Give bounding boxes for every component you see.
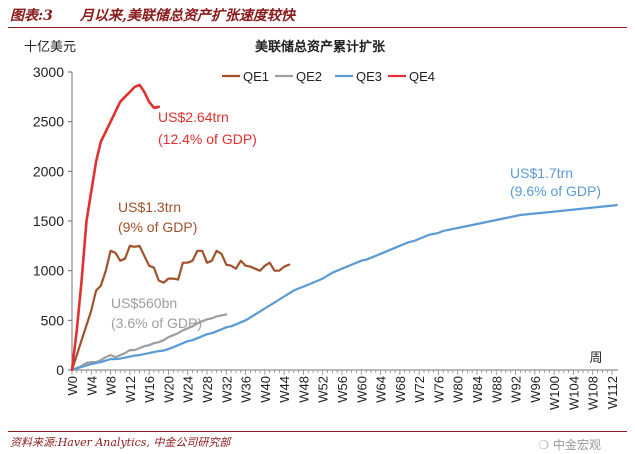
y-tick-label: 3000 bbox=[33, 64, 64, 80]
x-tick-label: W88 bbox=[489, 376, 504, 403]
legend-label-qe2: QE2 bbox=[296, 69, 322, 84]
x-tick-label: W68 bbox=[393, 376, 408, 403]
annotation-qe2-line-2: (3.6% of GDP) bbox=[111, 315, 202, 331]
series-line-qe2 bbox=[70, 313, 228, 372]
x-tick-label: W4 bbox=[84, 376, 99, 396]
watermark: ❍ 中金宏观 bbox=[538, 436, 601, 453]
x-tick-label: W56 bbox=[335, 376, 350, 403]
x-tick-label: W104 bbox=[566, 376, 581, 410]
x-tick-label: W92 bbox=[509, 376, 524, 403]
x-tick-label: W40 bbox=[258, 376, 273, 403]
x-tick-label: W84 bbox=[470, 376, 485, 403]
figure-label: 图表:3 bbox=[10, 8, 53, 24]
x-tick-label: W60 bbox=[354, 376, 369, 403]
series-line-qe1 bbox=[70, 244, 291, 372]
y-axis-label: 十亿美元 bbox=[24, 39, 76, 54]
chart-title: 美联储总资产累计扩张 bbox=[255, 39, 386, 55]
x-tick-label: W32 bbox=[219, 376, 234, 403]
x-tick-label: W96 bbox=[528, 376, 543, 403]
x-tick-label: W108 bbox=[586, 376, 601, 410]
x-tick-label: W28 bbox=[200, 376, 215, 403]
x-tick-label: W12 bbox=[123, 376, 138, 403]
annotation-qe4-line-1: US$2.64trn bbox=[158, 109, 229, 125]
x-tick-label: W64 bbox=[374, 376, 389, 403]
x-tick-label: W0 bbox=[65, 376, 80, 396]
annotation-qe3-line-1: US$1.7trn bbox=[510, 165, 573, 181]
x-tick-label: W16 bbox=[142, 376, 157, 403]
legend-label-qe3: QE3 bbox=[356, 69, 382, 84]
x-tick-label: W112 bbox=[605, 376, 620, 409]
x-tick-label: W8 bbox=[104, 376, 119, 396]
y-tick-label: 1000 bbox=[33, 263, 64, 279]
x-tick-label: W20 bbox=[161, 376, 176, 403]
x-tick-label: W72 bbox=[412, 376, 427, 403]
figure-header: 图表:3 月以来,美联储总资产扩张速度较快 bbox=[8, 3, 627, 28]
x-tick-label: W80 bbox=[451, 376, 466, 403]
x-tick-label: W76 bbox=[431, 376, 446, 403]
annotation-qe2-line-1: US$560bn bbox=[111, 295, 177, 311]
y-tick-label: 1500 bbox=[33, 213, 64, 229]
y-tick-label: 500 bbox=[41, 312, 65, 328]
y-tick-label: 2000 bbox=[33, 163, 64, 179]
annotation-qe1-line-2: (9% of GDP) bbox=[118, 219, 197, 235]
series-line-qe3 bbox=[70, 204, 618, 372]
annotation-qe4-line-2: (12.4% of GDP) bbox=[158, 131, 257, 147]
y-tick-label: 0 bbox=[56, 362, 64, 378]
annotation-qe1-line-1: US$1.3trn bbox=[118, 199, 181, 215]
annotation-qe3-line-2: (9.6% of GDP) bbox=[510, 183, 601, 199]
series-line-qe4 bbox=[70, 83, 161, 372]
legend-label-qe4: QE4 bbox=[409, 69, 435, 84]
figure-title: 月以来,美联储总资产扩张速度较快 bbox=[80, 8, 295, 24]
legend-label-qe1: QE1 bbox=[243, 69, 269, 84]
source-note: 资料来源:Haver Analytics, 中金公司研究部 bbox=[10, 436, 231, 449]
y-tick-label: 2500 bbox=[33, 114, 64, 130]
x-axis-label: 周 bbox=[589, 350, 602, 365]
x-tick-label: W24 bbox=[181, 376, 196, 403]
x-tick-label: W100 bbox=[547, 376, 562, 410]
x-tick-label: W48 bbox=[296, 376, 311, 403]
x-tick-label: W36 bbox=[239, 376, 254, 403]
wechat-icon: ❍ bbox=[538, 437, 549, 452]
figure-footer: 资料来源:Haver Analytics, 中金公司研究部 ❍ 中金宏观 bbox=[8, 431, 627, 452]
x-tick-label: W44 bbox=[277, 376, 292, 403]
watermark-text: 中金宏观 bbox=[552, 438, 601, 452]
x-tick-label: W52 bbox=[316, 376, 331, 403]
